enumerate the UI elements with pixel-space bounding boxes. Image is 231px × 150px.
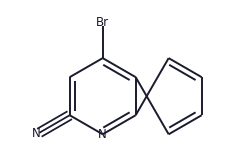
Text: Br: Br: [96, 16, 109, 29]
Text: N: N: [98, 128, 107, 141]
Text: N: N: [32, 127, 40, 140]
